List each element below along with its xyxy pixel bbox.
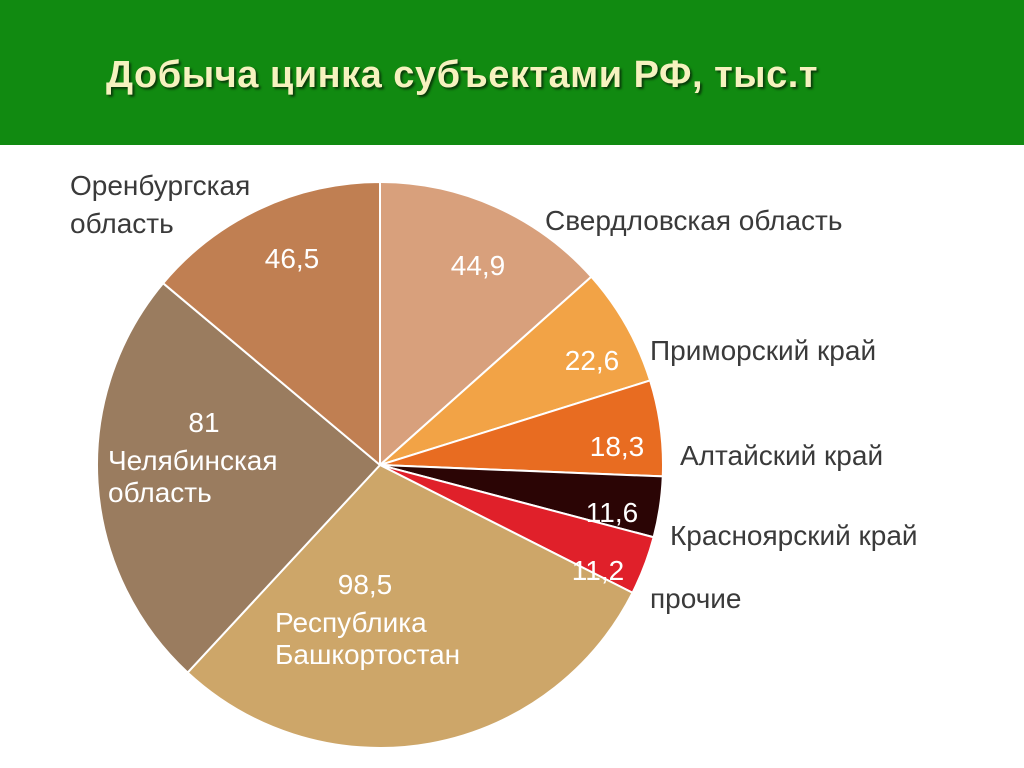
- slice-value-label-5: 11,2: [572, 555, 624, 586]
- slice-category-label-5: прочие: [650, 583, 742, 614]
- slice-category-label-4: Красноярский край: [670, 520, 918, 551]
- slice-category-label-8: Оренбургская: [70, 170, 250, 201]
- slice-category-label-7: Челябинская: [108, 445, 278, 476]
- slice-value-label-7: 81: [188, 407, 219, 438]
- slice-value-label-4: 11,6: [586, 497, 638, 528]
- slice-category-label-3: Алтайский край: [680, 440, 883, 471]
- title-bar: Добыча цинка субъектами РФ, тыс.т: [0, 0, 1024, 145]
- pie-slice-2: [379, 275, 652, 466]
- slice-category-label-8: область: [70, 208, 174, 239]
- slice-category-label-1: Свердловская область: [545, 205, 842, 236]
- pie-slice-1: [379, 181, 593, 466]
- slice-category-label-2: Приморский край: [650, 335, 876, 366]
- pie-slice-6: [186, 464, 634, 749]
- slice-value-label-8: 46,5: [265, 243, 320, 274]
- pie-slice-8: [162, 181, 381, 466]
- slice-category-label-7: область: [108, 477, 212, 508]
- slice-value-label-2: 22,6: [565, 345, 620, 376]
- slice-value-label-3: 18,3: [590, 431, 645, 462]
- slice-value-label-6: 98,5: [338, 569, 393, 600]
- slice-category-label-6: Республика: [275, 607, 427, 638]
- slide-title: Добыча цинка субъектами РФ, тыс.т: [106, 54, 818, 96]
- slice-value-label-1: 44,9: [451, 250, 506, 281]
- slice-category-label-6: Башкортостан: [275, 639, 460, 670]
- pie-slice-7: [96, 282, 381, 674]
